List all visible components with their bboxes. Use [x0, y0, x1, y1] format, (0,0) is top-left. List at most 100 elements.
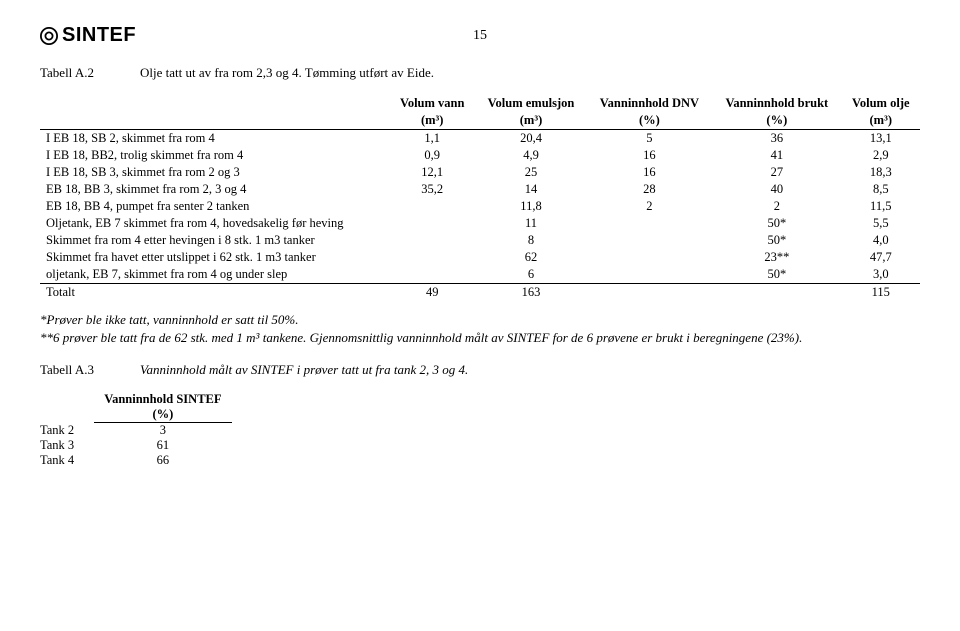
cell: 61 — [94, 438, 231, 453]
col-unit: (m³) — [842, 112, 920, 130]
cell: 18,3 — [842, 164, 920, 181]
cell — [389, 232, 475, 249]
cell: 5,5 — [842, 215, 920, 232]
cell: 62 — [475, 249, 586, 266]
row-label: Oljetank, EB 7 skimmet fra rom 4, hoveds… — [40, 215, 389, 232]
table-row: I EB 18, SB 3, skimmet fra rom 2 og 312,… — [40, 164, 920, 181]
cell — [587, 266, 712, 284]
table-a3-caption: Vanninnhold målt av SINTEF i prøver tatt… — [140, 362, 468, 378]
cell: 50* — [712, 215, 841, 232]
col-unit: (%) — [712, 112, 841, 130]
cell — [389, 266, 475, 284]
cell — [389, 215, 475, 232]
cell: 4,0 — [842, 232, 920, 249]
cell: 3 — [94, 423, 231, 439]
table-a3-label: Tabell A.3 — [40, 362, 120, 378]
cell: 4,9 — [475, 147, 586, 164]
table-a2-head: Volum vann Volum emulsjon Vanninnhold DN… — [40, 95, 920, 130]
col-unit: (m³) — [475, 112, 586, 130]
footnote-1: *Prøver ble ikke tatt, vanninnhold er sa… — [40, 311, 920, 329]
cell: 0,9 — [389, 147, 475, 164]
col-head: Vanninnhold DNV — [587, 95, 712, 112]
cell: 41 — [712, 147, 841, 164]
table-a2-label: Tabell A.2 — [40, 65, 120, 81]
row-label: oljetank, EB 7, skimmet fra rom 4 og und… — [40, 266, 389, 284]
table-a2: Volum vann Volum emulsjon Vanninnhold DN… — [40, 95, 920, 301]
cell: 1,1 — [389, 130, 475, 148]
row-label: Tank 2 — [40, 423, 94, 439]
brand-logo: SINTEF — [40, 24, 136, 47]
cell: 6 — [475, 266, 586, 284]
cell — [389, 198, 475, 215]
cell: 16 — [587, 147, 712, 164]
table-row: Tank 361 — [40, 438, 232, 453]
table-a3-heading: Tabell A.3 Vanninnhold målt av SINTEF i … — [40, 362, 920, 378]
row-label: I EB 18, BB2, trolig skimmet fra rom 4 — [40, 147, 389, 164]
row-label: I EB 18, SB 3, skimmet fra rom 2 og 3 — [40, 164, 389, 181]
cell: 12,1 — [389, 164, 475, 181]
total-cell — [712, 284, 841, 302]
cell: 11 — [475, 215, 586, 232]
row-label: Skimmet fra rom 4 etter hevingen i 8 stk… — [40, 232, 389, 249]
cell: 27 — [712, 164, 841, 181]
table-row: oljetank, EB 7, skimmet fra rom 4 og und… — [40, 266, 920, 284]
cell: 28 — [587, 181, 712, 198]
cell: 16 — [587, 164, 712, 181]
row-label: Tank 3 — [40, 438, 94, 453]
cell: 35,2 — [389, 181, 475, 198]
cell — [587, 249, 712, 266]
col-head: Volum vann — [389, 95, 475, 112]
total-cell: 49 — [389, 284, 475, 302]
cell: 8 — [475, 232, 586, 249]
cell: 23** — [712, 249, 841, 266]
row-label: EB 18, BB 3, skimmet fra rom 2, 3 og 4 — [40, 181, 389, 198]
total-label: Totalt — [40, 284, 389, 302]
row-label: EB 18, BB 4, pumpet fra senter 2 tanken — [40, 198, 389, 215]
footnote-2: **6 prøver ble tatt fra de 62 stk. med 1… — [40, 329, 920, 347]
table-row: Tank 466 — [40, 453, 232, 468]
cell: 40 — [712, 181, 841, 198]
a3-col-head-top: Vanninnhold SINTEF — [94, 392, 231, 407]
table-a2-heading: Tabell A.2 Olje tatt ut av fra rom 2,3 o… — [40, 65, 920, 81]
total-cell: 163 — [475, 284, 586, 302]
cell: 8,5 — [842, 181, 920, 198]
brand-name: SINTEF — [62, 24, 136, 47]
table-row: EB 18, BB 4, pumpet fra senter 2 tanken 1… — [40, 198, 920, 215]
cell — [389, 249, 475, 266]
cell: 36 — [712, 130, 841, 148]
page-header: SINTEF 15 — [40, 24, 920, 47]
row-label: Skimmet fra havet etter utslippet i 62 s… — [40, 249, 389, 266]
total-cell: 115 — [842, 284, 920, 302]
cell: 2 — [712, 198, 841, 215]
table-row: Skimmet fra havet etter utslippet i 62 s… — [40, 249, 920, 266]
table-a2-caption: Olje tatt ut av fra rom 2,3 og 4. Tømmin… — [140, 65, 434, 81]
table-row: I EB 18, BB2, trolig skimmet fra rom 40,… — [40, 147, 920, 164]
table-a2-total-row: Totalt 49 163 115 — [40, 284, 920, 302]
table-a3-body: Tank 23Tank 361Tank 466 — [40, 423, 232, 469]
cell: 13,1 — [842, 130, 920, 148]
cell: 11,8 — [475, 198, 586, 215]
cell — [587, 232, 712, 249]
cell: 2,9 — [842, 147, 920, 164]
cell: 11,5 — [842, 198, 920, 215]
row-label: I EB 18, SB 2, skimmet fra rom 4 — [40, 130, 389, 148]
cell: 3,0 — [842, 266, 920, 284]
cell — [587, 215, 712, 232]
cell: 50* — [712, 266, 841, 284]
table-row: Skimmet fra rom 4 etter hevingen i 8 stk… — [40, 232, 920, 249]
table-a2-body: I EB 18, SB 2, skimmet fra rom 41,120,45… — [40, 130, 920, 284]
cell: 5 — [587, 130, 712, 148]
row-label: Tank 4 — [40, 453, 94, 468]
cell: 2 — [587, 198, 712, 215]
col-unit: (m³) — [389, 112, 475, 130]
footnotes: *Prøver ble ikke tatt, vanninnhold er sa… — [40, 311, 920, 346]
cell: 25 — [475, 164, 586, 181]
table-row: Oljetank, EB 7 skimmet fra rom 4, hoveds… — [40, 215, 920, 232]
a3-col-head-bottom: (%) — [94, 407, 231, 423]
page-number: 15 — [473, 28, 487, 44]
col-head: Volum olje — [842, 95, 920, 112]
col-unit: (%) — [587, 112, 712, 130]
table-row: Tank 23 — [40, 423, 232, 439]
cell: 66 — [94, 453, 231, 468]
table-a3: Vanninnhold SINTEF (%) Tank 23Tank 361Ta… — [40, 392, 232, 468]
